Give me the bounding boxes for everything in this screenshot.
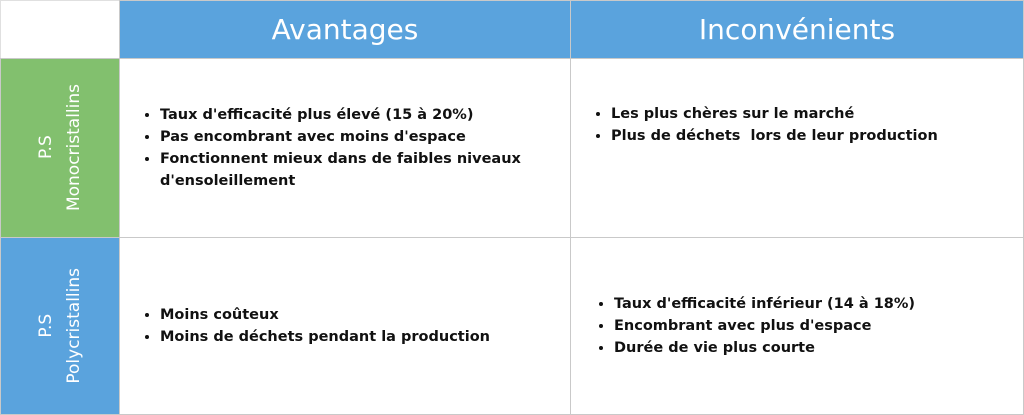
bullet-item: Plus de déchets lors de leur production (611, 125, 938, 147)
bullet-item: Moins coûteux (160, 304, 490, 326)
table-cell: Taux d'efficacité plus élevé (15 à 20%)P… (119, 58, 571, 238)
bullet-item: Fonctionnent mieux dans de faibles nivea… (160, 148, 550, 192)
column-header: Avantages (119, 0, 571, 59)
bullet-item: Durée de vie plus courte (614, 337, 915, 359)
row-header: P.S Polycristallins (0, 237, 120, 415)
table-cell: Moins coûteuxMoins de déchets pendant la… (119, 237, 571, 415)
bullet-item: Taux d'efficacité plus élevé (15 à 20%) (160, 104, 550, 126)
row-label: Polycristallins (64, 268, 84, 384)
bullet-list: Les plus chères sur le marchéPlus de déc… (593, 103, 938, 147)
row-label: P.S (36, 314, 56, 338)
bullet-list: Moins coûteuxMoins de déchets pendant la… (142, 304, 490, 348)
column-header: Inconvénients (570, 0, 1024, 59)
bullet-item: Taux d'efficacité inférieur (14 à 18%) (614, 293, 915, 315)
corner-cell (0, 0, 120, 59)
bullet-item: Pas encombrant avec moins d'espace (160, 126, 550, 148)
bullet-item: Encombrant avec plus d'espace (614, 315, 915, 337)
bullet-item: Moins de déchets pendant la production (160, 326, 490, 348)
row-header: P.S Monocristallins (0, 58, 120, 238)
row-label: Monocristallins (64, 84, 84, 212)
bullet-list: Taux d'efficacité inférieur (14 à 18%)En… (596, 293, 915, 359)
table-cell: Taux d'efficacité inférieur (14 à 18%)En… (570, 237, 1024, 415)
row-label: P.S (36, 136, 56, 160)
bullet-list: Taux d'efficacité plus élevé (15 à 20%)P… (142, 104, 550, 192)
bullet-item: Les plus chères sur le marché (611, 103, 938, 125)
table-cell: Les plus chères sur le marchéPlus de déc… (570, 58, 1024, 238)
